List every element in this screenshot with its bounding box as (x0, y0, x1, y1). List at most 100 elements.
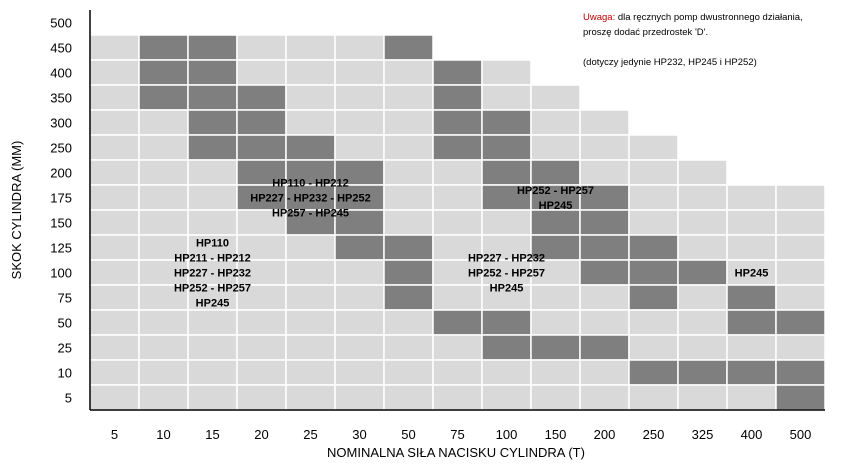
heatmap-cell (432, 334, 483, 361)
heatmap-cell (579, 259, 630, 286)
heatmap-cell (285, 34, 336, 61)
heatmap-cell (677, 209, 728, 236)
heatmap-cell (383, 84, 434, 111)
heatmap-cell (187, 84, 238, 111)
heatmap-cell (187, 309, 238, 336)
heatmap-cell (677, 334, 728, 361)
heatmap-cell (432, 284, 483, 311)
x-tick-label: 150 (545, 427, 567, 442)
heatmap-cell (89, 159, 140, 186)
heatmap-cell (530, 309, 581, 336)
heatmap-cell (432, 384, 483, 411)
y-tick-label: 250 (50, 141, 72, 156)
heatmap-cell (481, 234, 532, 261)
heatmap-cell (383, 334, 434, 361)
heatmap-cell (481, 109, 532, 136)
heatmap-cell (481, 134, 532, 161)
heatmap-cell (285, 209, 336, 236)
heatmap-cell (628, 384, 679, 411)
heatmap-cell (383, 309, 434, 336)
heatmap-cell (775, 259, 826, 286)
heatmap-cell (579, 284, 630, 311)
x-tick-label: 250 (643, 427, 665, 442)
heatmap-cell (285, 384, 336, 411)
heatmap-cell (775, 184, 826, 211)
heatmap-cell (89, 209, 140, 236)
heatmap-cell (628, 234, 679, 261)
heatmap-cell (285, 59, 336, 86)
heatmap-cell (530, 159, 581, 186)
heatmap-cell (334, 284, 385, 311)
heatmap-cell (677, 284, 728, 311)
heatmap-cell (334, 184, 385, 211)
y-tick-label: 400 (50, 66, 72, 81)
heatmap-cell (432, 159, 483, 186)
heatmap-cell (383, 134, 434, 161)
heatmap-cell (775, 309, 826, 336)
heatmap-cell (775, 234, 826, 261)
heatmap-cell (89, 184, 140, 211)
y-tick-labels: 500 450 400 350 300 250 200 175 150 125 100 75 50 25 1… (50, 16, 72, 406)
heatmap-cell (89, 259, 140, 286)
x-tick-label: 10 (156, 427, 170, 442)
heatmap-cell (383, 184, 434, 211)
heatmap-cell (334, 59, 385, 86)
model-group-label: HP227 - HP232 - HP252 (250, 193, 370, 205)
heatmap-cell (138, 134, 189, 161)
heatmap-cell (530, 209, 581, 236)
x-tick-label: 20 (254, 427, 268, 442)
heatmap-cell (138, 184, 189, 211)
model-group-label: HP110 - HP212 (272, 178, 348, 190)
x-tick-label: 325 (692, 427, 714, 442)
note-applies-to: (dotyczy jedynie HP232, HP245 i HP252) (583, 57, 757, 68)
heatmap-cell (334, 359, 385, 386)
y-tick-label: 350 (50, 91, 72, 106)
x-tick-label: 75 (450, 427, 464, 442)
heatmap-cell (579, 159, 630, 186)
heatmap-cell (530, 284, 581, 311)
model-group-label: HP245 (539, 200, 573, 212)
heatmap-cell (481, 84, 532, 111)
heatmap-cell (579, 209, 630, 236)
x-tick-label: 400 (741, 427, 763, 442)
heatmap-cell (383, 209, 434, 236)
heatmap-cell (334, 384, 385, 411)
heatmap-cell (187, 334, 238, 361)
heatmap-cell (187, 109, 238, 136)
heatmap-cell (726, 184, 777, 211)
heatmap-cell (236, 84, 287, 111)
y-tick-label: 125 (50, 241, 72, 256)
heatmap-cell (628, 184, 679, 211)
heatmap-cell (236, 234, 287, 261)
y-tick-label: 50 (58, 316, 72, 331)
heatmap-cell (383, 384, 434, 411)
heatmap-cell (530, 384, 581, 411)
heatmap-cell (89, 284, 140, 311)
heatmap-cell (383, 59, 434, 86)
heatmap-cell (334, 34, 385, 61)
heatmap-cell (138, 384, 189, 411)
heatmap-cell (334, 84, 385, 111)
heatmap-cell (236, 134, 287, 161)
note-warning-label: Uwaga: (583, 12, 616, 23)
heatmap-cell (579, 359, 630, 386)
heatmap-cell (481, 159, 532, 186)
model-group-label: HP227 - HP232 (174, 268, 251, 280)
heatmap-cell (677, 384, 728, 411)
heatmap-cell (236, 359, 287, 386)
y-axis-title: SKOK CYLINDRA (MM) (9, 141, 24, 280)
y-tick-label: 500 (50, 16, 72, 31)
heatmap-cell (726, 284, 777, 311)
heatmap-cell (187, 184, 238, 211)
heatmap-cell (236, 309, 287, 336)
heatmap-cell (138, 109, 189, 136)
heatmap-cell (138, 34, 189, 61)
heatmap-cell (138, 159, 189, 186)
heatmap-cell (726, 234, 777, 261)
heatmap-cell (775, 384, 826, 411)
model-group-label: HP245 (735, 268, 769, 280)
heatmap-cell (628, 284, 679, 311)
heatmap-cell (775, 359, 826, 386)
y-tick-label: 100 (50, 266, 72, 281)
heatmap-cell (236, 284, 287, 311)
